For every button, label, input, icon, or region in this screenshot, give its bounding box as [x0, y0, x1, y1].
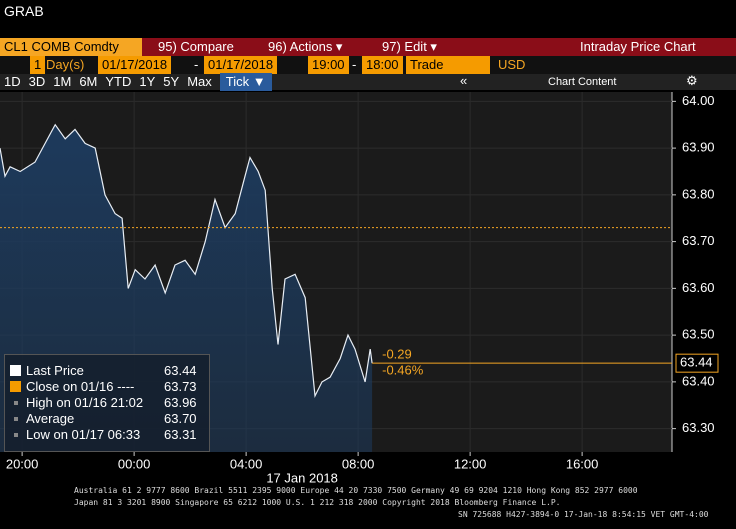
security-field[interactable]: CL1 COMB Comdty	[0, 38, 142, 56]
dash: -	[352, 57, 357, 72]
y-tick-label: 63.30	[682, 420, 715, 435]
range-button[interactable]: 1Y	[139, 74, 156, 89]
range-button[interactable]: 1D	[4, 74, 21, 89]
legend-swatch	[10, 365, 21, 376]
x-axis-background	[0, 452, 736, 484]
axis-background	[672, 92, 736, 452]
range-button[interactable]: 1M	[53, 74, 72, 89]
legend-marker	[14, 401, 18, 405]
x-tick-label: 16:00	[566, 456, 599, 471]
start-date[interactable]: 01/17/2018	[98, 56, 172, 74]
x-date-label: 17 Jan 2018	[266, 470, 338, 484]
legend-box	[4, 354, 210, 452]
change-pct: -0.46%	[382, 363, 424, 378]
field[interactable]: Trade	[406, 56, 490, 74]
y-tick-label: 63.80	[682, 186, 715, 201]
start-time[interactable]: 19:00	[308, 56, 349, 74]
range-row	[0, 74, 736, 90]
range-button[interactable]: Tick ▼	[219, 73, 272, 91]
chart-name: Intraday Price Chart	[580, 39, 696, 54]
x-tick-label: 04:00	[230, 456, 263, 471]
legend-label: Last Price	[26, 363, 84, 378]
x-tick-label: 08:00	[342, 456, 375, 471]
legend-label: Low on 01/17 06:33	[26, 427, 141, 442]
footer-line: Japan 81 3 3201 8900 Singapore 65 6212 1…	[74, 498, 561, 507]
price-line	[0, 123, 373, 399]
period-count[interactable]: 1	[30, 56, 46, 74]
y-tick-label: 63.90	[682, 140, 715, 155]
y-tick-label: 63.70	[682, 233, 715, 248]
last-price-label: 63.44	[680, 355, 713, 370]
settings-button[interactable]: ⚙	[686, 73, 698, 88]
y-tick-label: 63.40	[682, 373, 715, 388]
legend-marker	[14, 433, 18, 437]
compare-button[interactable]: 95) Compare	[158, 39, 234, 54]
x-tick-label: 12:00	[454, 456, 487, 471]
window-title: GRAB	[4, 3, 44, 19]
range-button[interactable]: YTD	[105, 74, 132, 89]
actions-button[interactable]: 96) Actions ▾	[268, 39, 343, 54]
y-tick-label: 63.60	[682, 280, 715, 295]
collapse-button[interactable]: «	[460, 73, 468, 88]
x-tick-label: 20:00	[6, 456, 39, 471]
x-tick-label: 00:00	[118, 456, 151, 471]
toolbar	[0, 38, 736, 56]
legend-value: 63.31	[164, 427, 197, 442]
legend-value: 63.96	[164, 395, 197, 410]
range-button[interactable]: Max	[187, 74, 212, 89]
legend-marker	[14, 417, 18, 421]
y-tick-label: 63.50	[682, 327, 715, 342]
range-button[interactable]: 5Y	[163, 74, 180, 89]
legend-label: Average	[26, 411, 75, 426]
end-time[interactable]: 18:00	[362, 56, 403, 74]
dash: -	[194, 57, 199, 72]
legend-label: Close on 01/16 ----	[26, 379, 135, 394]
end-date[interactable]: 01/17/2018	[204, 56, 278, 74]
legend-value: 63.73	[164, 379, 197, 394]
legend-value: 63.70	[164, 411, 197, 426]
range-buttons: 1D 3D 1M 6M YTD 1Y 5Y Max Tick ▼	[4, 73, 272, 91]
legend-value: 63.44	[164, 363, 197, 378]
footer-line: SN 725688 H427-3894-0 17-Jan-18 8:54:15 …	[458, 510, 709, 519]
range-button[interactable]: 3D	[28, 74, 46, 89]
period-unit: Day(s)	[46, 57, 85, 72]
range-button[interactable]: 6M	[79, 74, 98, 89]
legend-label: High on 01/16 21:02	[26, 395, 144, 410]
legend-swatch	[10, 381, 21, 392]
chart-content-button[interactable]: Chart Content	[548, 76, 617, 88]
y-tick-label: 64.00	[682, 93, 715, 108]
currency: USD	[498, 57, 526, 72]
edit-button[interactable]: 97) Edit ▾	[382, 39, 437, 54]
last-price-box	[675, 353, 719, 373]
footer-line: Australia 61 2 9777 8600 Brazil 5511 239…	[74, 486, 638, 495]
change: -0.29	[382, 347, 412, 362]
